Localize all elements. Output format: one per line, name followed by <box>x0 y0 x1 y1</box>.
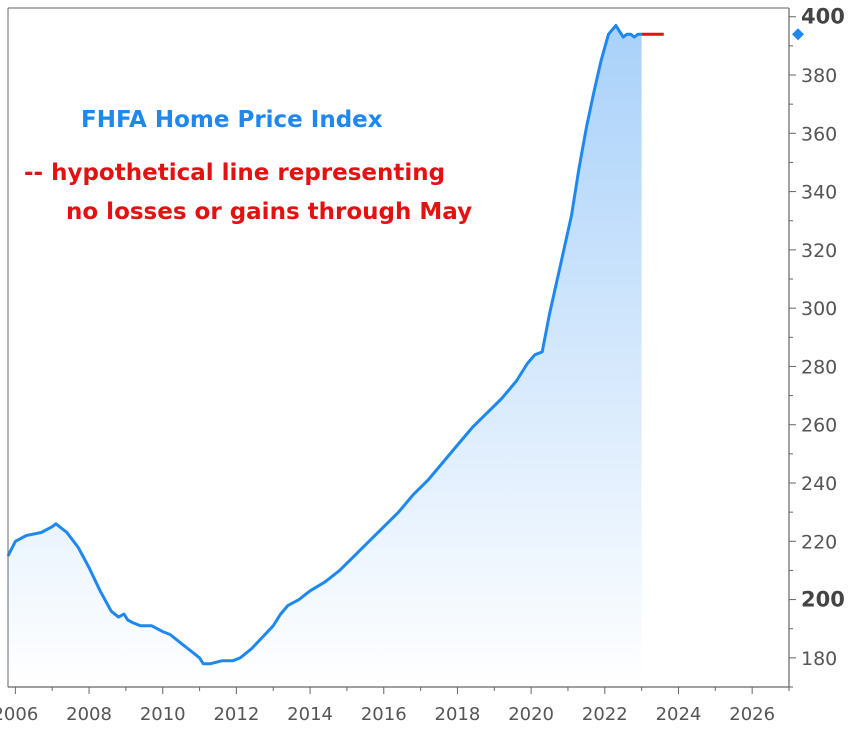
y-tick-label: 380 <box>801 65 837 87</box>
current-value-marker <box>792 28 804 41</box>
hypothetical-line-legend-2: no losses or gains through May <box>66 199 473 225</box>
chart-annotation-title: FHFA Home Price Index <box>81 107 383 133</box>
y-tick-label: 320 <box>801 240 837 262</box>
y-tick-label: 340 <box>801 182 837 204</box>
y-tick-label: 180 <box>801 648 837 670</box>
y-tick-label: 240 <box>801 473 837 495</box>
x-tick-label: 2024 <box>656 704 702 725</box>
y-tick-label: 300 <box>801 298 837 320</box>
x-tick-label: 2014 <box>287 704 333 725</box>
y-tick-label: 280 <box>801 356 837 378</box>
x-tick-label: 2026 <box>729 704 775 725</box>
x-tick-label: 2016 <box>361 704 407 725</box>
y-tick-label: 360 <box>801 123 837 145</box>
y-tick-label: 260 <box>801 415 837 437</box>
y-tick-label: 400 <box>801 5 845 29</box>
x-tick-label: 2010 <box>140 704 186 725</box>
x-tick-label: 2022 <box>582 704 628 725</box>
x-tick-label: 2018 <box>435 704 481 725</box>
hypothetical-line-legend: -- hypothetical line representing <box>24 160 446 186</box>
x-tick-label: 2020 <box>508 704 554 725</box>
series-line-hpi <box>6 24 642 666</box>
y-tick-label: 200 <box>801 588 845 612</box>
x-tick-label: 2012 <box>213 704 259 725</box>
y-tick-label: 220 <box>801 531 837 553</box>
x-tick-label: 2008 <box>66 704 112 725</box>
series-area-fill <box>8 25 642 687</box>
x-tick-label: 2006 <box>0 704 38 725</box>
